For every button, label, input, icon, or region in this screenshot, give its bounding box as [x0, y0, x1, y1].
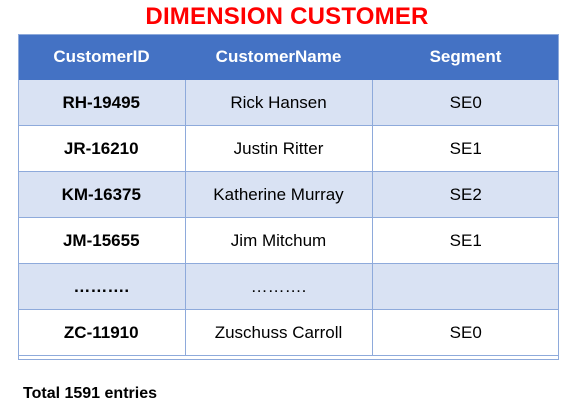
customer-name-cell: Jim Mitchum: [185, 217, 373, 264]
customer-id-cell: JR-16210: [18, 125, 186, 172]
column-header-segment: Segment: [372, 34, 559, 80]
segment-cell: SE0: [372, 309, 559, 356]
customer-id-cell: KM-16375: [18, 171, 186, 218]
table-row: JM-15655 Jim Mitchum SE1: [18, 217, 559, 264]
customer-name-cell: Justin Ritter: [185, 125, 373, 172]
table-row-ellipsis: ………. ……….: [18, 263, 559, 310]
customer-name-cell: Zuschuss Carroll: [185, 309, 373, 356]
total-entries-label: Total 1591 entries: [23, 385, 157, 402]
customer-table: CustomerID CustomerName Segment RH-19495…: [18, 34, 559, 356]
customer-id-cell: JM-15655: [18, 217, 186, 264]
segment-cell: SE2: [372, 171, 559, 218]
customer-id-cell: ……….: [18, 263, 186, 310]
table-row: RH-19495 Rick Hansen SE0: [18, 80, 559, 126]
segment-cell: [372, 263, 559, 310]
customer-id-cell: RH-19495: [18, 80, 186, 126]
table-row: KM-16375 Katherine Murray SE2: [18, 171, 559, 218]
table-header-row: CustomerID CustomerName Segment: [18, 34, 559, 80]
customer-id-cell: ZC-11910: [18, 309, 186, 356]
customer-name-cell: Rick Hansen: [185, 80, 373, 126]
segment-cell: SE1: [372, 217, 559, 264]
column-header-customerid: CustomerID: [18, 34, 185, 80]
segment-cell: SE0: [372, 80, 559, 126]
table-row: JR-16210 Justin Ritter SE1: [18, 125, 559, 172]
customer-name-cell: ……….: [185, 263, 373, 310]
segment-cell: SE1: [372, 125, 559, 172]
column-header-customername: CustomerName: [185, 34, 372, 80]
customer-name-cell: Katherine Murray: [185, 171, 373, 218]
page-title: DIMENSION CUSTOMER: [145, 3, 429, 30]
table-row: ZC-11910 Zuschuss Carroll SE0: [18, 309, 559, 356]
